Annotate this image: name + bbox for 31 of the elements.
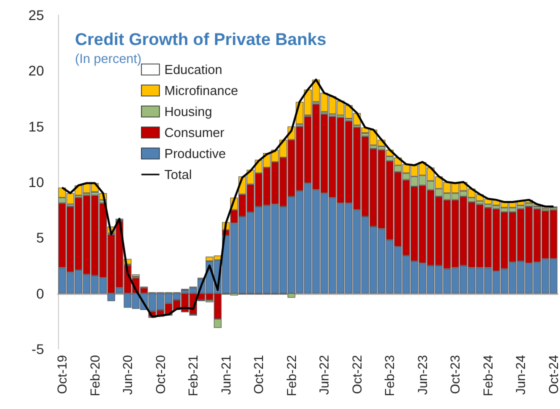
x-tick-label: Feb-21 [186, 355, 201, 396]
x-tick-label: Feb-23 [382, 355, 398, 396]
y-tick-label: -5 [32, 341, 44, 357]
y-tick-label: 20 [28, 62, 44, 79]
x-tick-label: Jun-24 [513, 355, 528, 395]
y-tick-label: 10 [28, 174, 44, 190]
x-tick-label: Oct-20 [152, 355, 168, 394]
text: (In percent) [75, 51, 142, 66]
y-tick-label: 5 [36, 230, 44, 246]
x-tick-label: Jun-23 [414, 355, 430, 395]
y-tick-label: 25 [28, 7, 44, 23]
legend-label: Housing [164, 104, 212, 119]
y-tick-label: 15 [28, 118, 44, 134]
legend-label: Education [164, 62, 222, 77]
legend-label: Consumer [164, 125, 226, 140]
x-tick-label: Oct-19 [54, 355, 70, 394]
text: Credit Growth of Private Banks [75, 30, 326, 49]
x-tick-label: Oct-21 [251, 355, 266, 394]
legend-label: Total [164, 167, 192, 182]
x-tick-label: Oct-23 [448, 355, 463, 394]
legend-label: Microfinance [164, 83, 238, 98]
x-tick-label: Oct-24 [546, 355, 560, 394]
x-tick-label: Jun-20 [120, 355, 136, 395]
y-tick-label: 0 [36, 285, 44, 302]
x-tick-label: Jun-22 [316, 355, 332, 395]
x-tick-label: Oct-22 [349, 355, 364, 394]
x-tick-label: Jun-21 [218, 355, 234, 395]
x-tick-label: Feb-20 [87, 355, 102, 396]
x-tick-label: Feb-24 [480, 355, 496, 396]
x-tick-label: Feb-22 [284, 355, 299, 396]
legend-label: Productive [164, 146, 226, 161]
